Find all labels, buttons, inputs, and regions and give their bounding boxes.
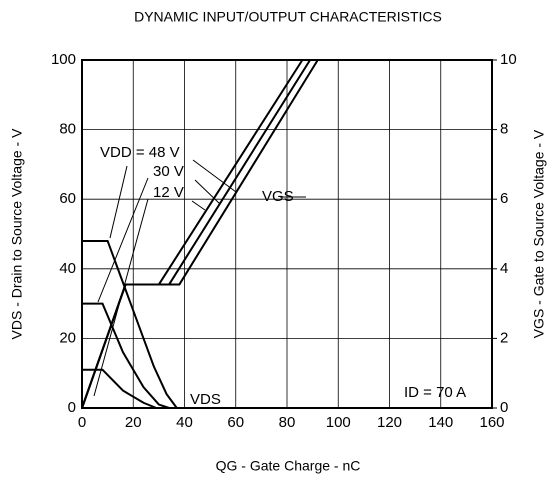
- y2-tick-label: 6: [500, 190, 508, 207]
- series-label: 30 V: [153, 163, 184, 180]
- y2-tick-label: 0: [500, 399, 508, 416]
- x-tick-label: 140: [428, 414, 453, 431]
- arrow: [191, 200, 206, 211]
- y-tick-label: 0: [68, 399, 76, 416]
- series-line: [81, 59, 304, 409]
- y-tick-label: 40: [59, 260, 76, 277]
- x-tick-label: 60: [227, 414, 244, 431]
- annotation: VGS: [262, 188, 294, 205]
- x-tick-label: 120: [377, 414, 402, 431]
- x-tick-label: 20: [125, 414, 142, 431]
- y2-tick-label: 8: [500, 121, 508, 138]
- plot-frame: [81, 59, 493, 409]
- series-line: [82, 239, 178, 409]
- chart-title: DYNAMIC INPUT/OUTPUT CHARACTERISTICS: [134, 9, 442, 25]
- x-tick-label: 80: [279, 414, 296, 431]
- arrow: [109, 165, 128, 239]
- y-tick-label: 20: [59, 329, 76, 346]
- y2-axis-label: VGS - Gate to Source Voltage - V: [531, 129, 547, 338]
- y-axis-label: VDS - Drain to Source Voltage - V: [9, 128, 25, 340]
- x-tick-label: 100: [326, 414, 351, 431]
- arrow: [194, 179, 221, 205]
- x-tick-label: 0: [78, 414, 86, 431]
- x-axis-label: QG - Gate Charge - nC: [216, 458, 361, 474]
- x-tick-label: 40: [176, 414, 193, 431]
- y2-tick-label: 10: [500, 51, 517, 68]
- y2-tick-label: 2: [500, 329, 508, 346]
- arrow: [192, 159, 237, 193]
- annotation: VDS: [190, 391, 221, 408]
- series-label: VDD = 48 V: [100, 144, 180, 161]
- arrow: [97, 177, 149, 303]
- series-label: 12 V: [153, 184, 184, 201]
- y2-tick-label: 4: [500, 260, 508, 277]
- y-tick-label: 80: [59, 121, 76, 138]
- x-tick-label: 160: [479, 414, 504, 431]
- series-line: [81, 59, 311, 409]
- series-line: [82, 302, 170, 409]
- y-tick-label: 100: [51, 51, 76, 68]
- annotation: ID = 70 A: [404, 384, 466, 401]
- y-tick-label: 60: [59, 190, 76, 207]
